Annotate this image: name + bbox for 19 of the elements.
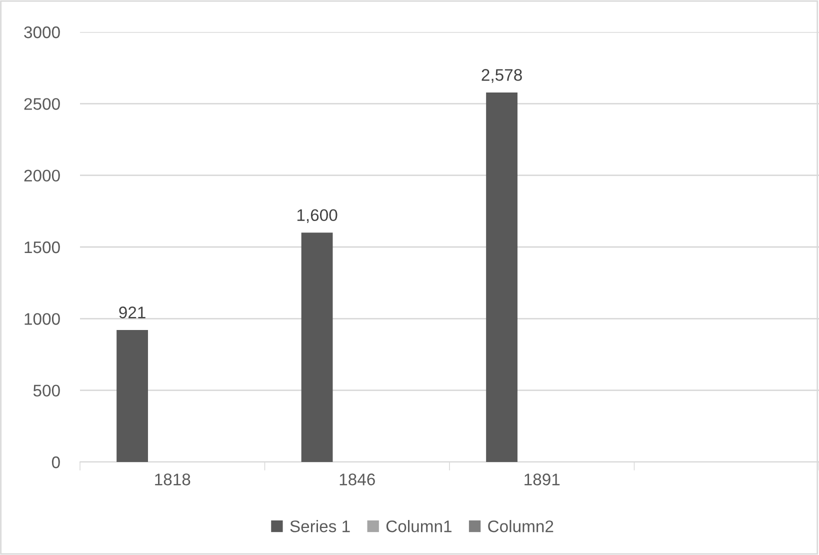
data-label: 921: [119, 306, 146, 318]
bar: [486, 92, 518, 462]
y-tick-label: 3000: [24, 26, 60, 38]
data-label: 1,600: [297, 209, 338, 224]
x-tick-label: 1846: [340, 474, 375, 486]
y-tick-label: 2500: [24, 98, 60, 110]
y-tick-label: 2000: [24, 170, 60, 182]
legend-label: Column2: [488, 520, 554, 532]
y-tick-label: 500: [33, 384, 60, 397]
y-tick-label: 0: [52, 456, 60, 468]
data-label: 2,578: [482, 69, 522, 83]
y-tick-label: 1000: [24, 313, 60, 325]
x-tick-label: 1818: [155, 474, 190, 486]
x-tick-label: 1891: [524, 474, 560, 486]
bar: [116, 330, 148, 462]
y-tick-label: 1500: [24, 241, 60, 254]
legend-label: Series 1: [290, 520, 350, 532]
bar: [301, 232, 333, 462]
legend-label: Column1: [386, 520, 452, 532]
